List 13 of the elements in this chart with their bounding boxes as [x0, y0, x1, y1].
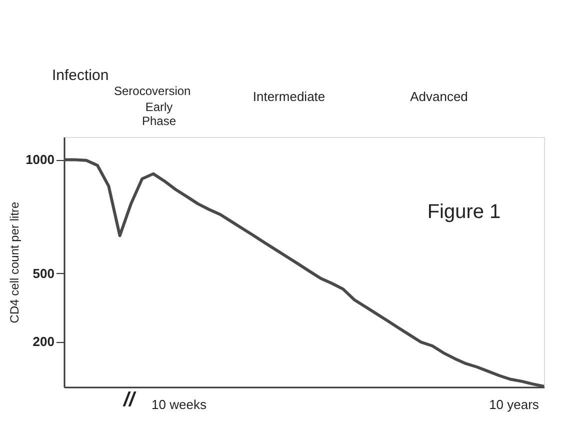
- text: //: [122, 389, 137, 411]
- y-tick-label: 500: [32, 266, 54, 281]
- text: Advanced: [410, 89, 468, 104]
- y-tick-label: 200: [32, 334, 54, 350]
- text: Early Phase: [142, 100, 176, 128]
- text: Infection: [52, 67, 109, 84]
- y-axis-title: CD4 cell count per litre: [8, 201, 22, 324]
- y-tick-label: 1000: [26, 152, 54, 168]
- text: 10 years: [489, 397, 540, 412]
- annotation: Figure 1: [427, 201, 501, 223]
- text: Intermediate: [252, 89, 326, 104]
- text: 10 weeks: [152, 397, 207, 412]
- text: Serocoversion: [114, 84, 191, 98]
